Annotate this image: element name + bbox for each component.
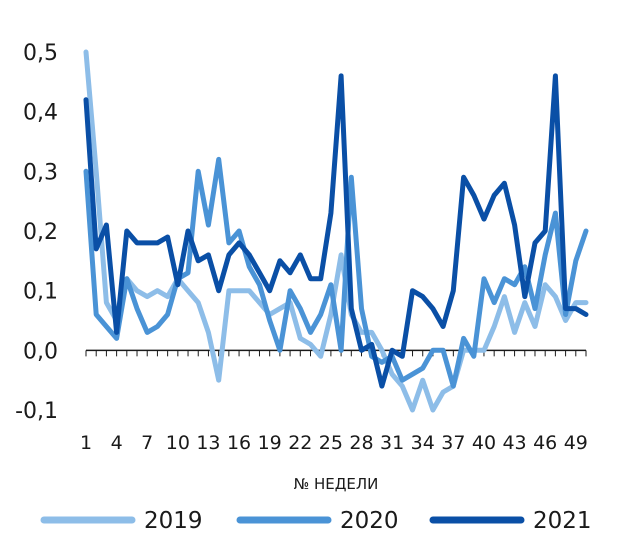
y-tick-label: 0,2: [23, 220, 58, 245]
y-tick-label: 0,5: [23, 41, 58, 66]
y-tick-label: 0,4: [23, 101, 58, 126]
y-tick-label: -0,1: [15, 399, 58, 424]
x-tick-label: 31: [380, 432, 404, 454]
legend-item-2019: 2019: [40, 508, 203, 534]
x-tick-label: 22: [288, 432, 312, 454]
series-line-2020: [83, 156, 589, 389]
x-tick-label: 10: [166, 432, 190, 454]
legend-label: 2021: [533, 508, 592, 534]
x-tick-label: 37: [441, 432, 465, 454]
legend: 2019 2020 2021: [40, 508, 592, 534]
x-tick-label: 1: [80, 432, 92, 454]
legend-item-2021: 2021: [429, 508, 592, 534]
series-line-2021: [83, 73, 589, 389]
legend-label: 2020: [340, 508, 399, 534]
x-tick-label: 49: [564, 432, 588, 454]
x-tick-label: 43: [502, 432, 526, 454]
x-tick-label: 19: [258, 432, 282, 454]
y-tick-label: 0,3: [23, 160, 58, 185]
series-line-2019: [83, 49, 589, 413]
x-tick-label: 16: [227, 432, 251, 454]
x-tick-marks: [85, 350, 587, 357]
x-tick-label: 40: [472, 432, 496, 454]
y-tick-label: 0,1: [23, 280, 58, 305]
y-tick-label: 0,0: [23, 339, 58, 364]
x-axis: 1 4 7 10 13 16 19 22 25 28 31 34 37 40 43 46 49: [80, 349, 588, 454]
legend-item-2020: 2020: [236, 508, 399, 534]
legend-label: 2019: [144, 508, 203, 534]
series-layer: [83, 49, 589, 413]
x-axis-label: № НЕДЕЛИ: [294, 475, 379, 493]
x-tick-label: 4: [111, 432, 123, 454]
x-tick-label: 13: [196, 432, 220, 454]
x-tick-label: 28: [349, 432, 373, 454]
x-tick-label: 34: [411, 432, 435, 454]
x-tick-label: 25: [319, 432, 343, 454]
y-axis: -0,1 0,0 0,1 0,2 0,3 0,4 0,5: [15, 41, 58, 424]
x-tick-label: 46: [533, 432, 557, 454]
x-tick-label: 7: [141, 432, 153, 454]
